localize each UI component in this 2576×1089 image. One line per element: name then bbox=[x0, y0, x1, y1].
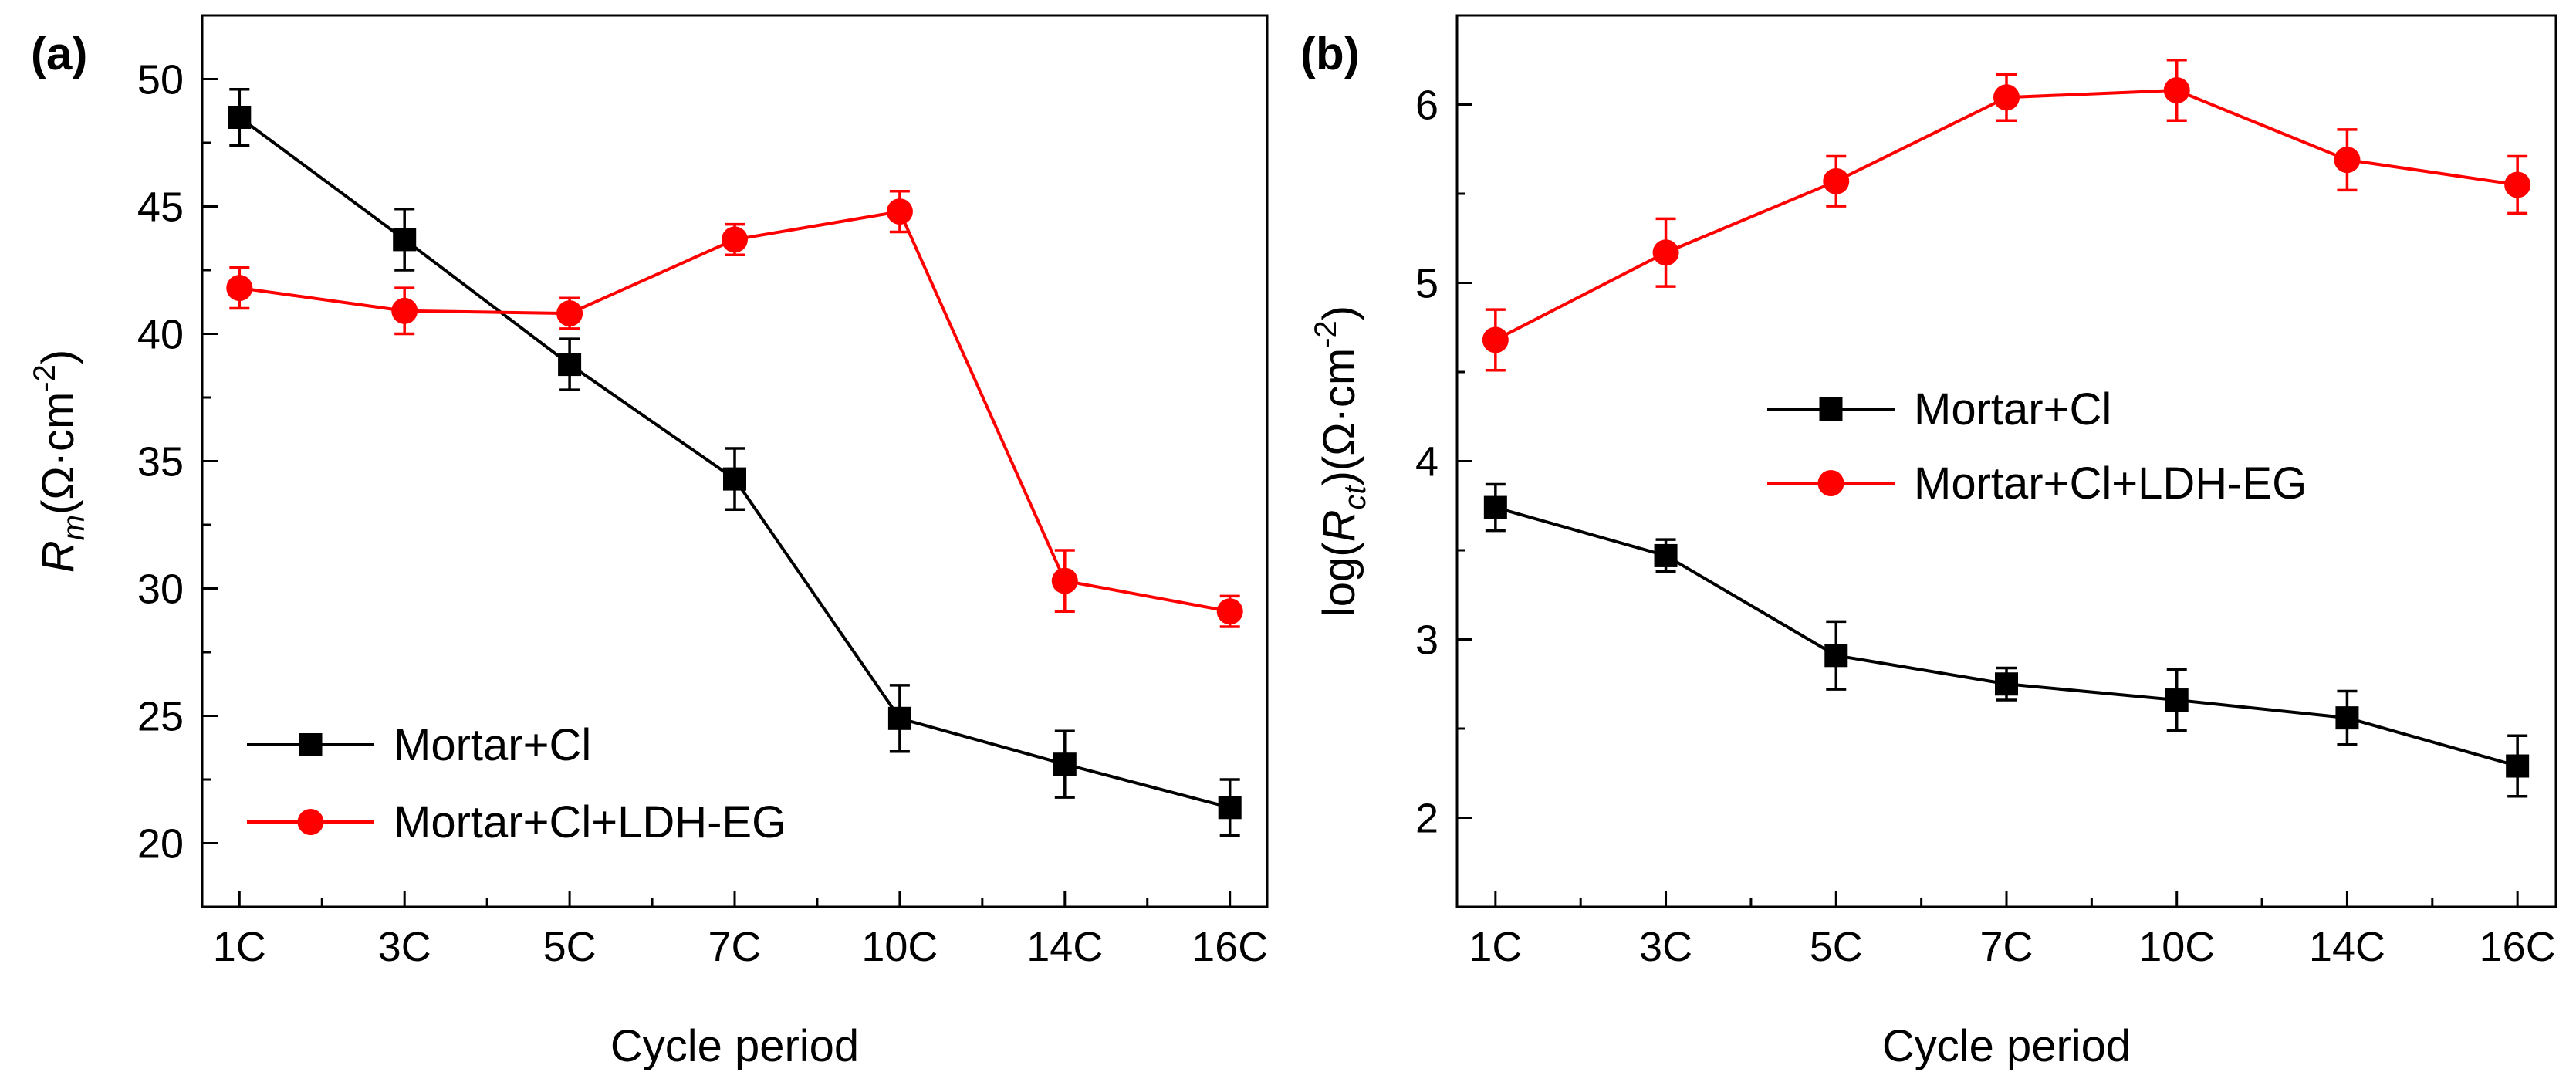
x-tick-label: 16C bbox=[2480, 924, 2556, 970]
series-mortar-cl-ldh-eg bbox=[226, 189, 1243, 628]
data-point bbox=[1051, 567, 1078, 594]
data-point bbox=[1218, 796, 1242, 820]
data-point bbox=[723, 467, 746, 491]
data-point bbox=[2165, 688, 2189, 712]
data-point bbox=[391, 297, 418, 324]
data-point bbox=[556, 300, 583, 327]
y-label-subscript: m bbox=[57, 515, 91, 540]
data-point bbox=[886, 198, 913, 225]
legend: Mortar+Cl Mortar+Cl+LDH-EG bbox=[247, 720, 786, 847]
y-tick-label: 2 bbox=[1415, 796, 1438, 842]
series-mortar-cl-ldh-eg bbox=[1482, 59, 2531, 372]
y-tick-label: 50 bbox=[137, 57, 184, 103]
y-label-unit-close: ) bbox=[33, 350, 83, 364]
x-tick-label: 14C bbox=[1026, 924, 1103, 970]
x-tick-label: 14C bbox=[2309, 924, 2385, 970]
legend-label: Mortar+Cl+LDH-EG bbox=[394, 797, 786, 847]
data-point bbox=[1993, 84, 2020, 111]
x-tick-label: 5C bbox=[543, 924, 597, 970]
y-tick-label: 35 bbox=[137, 439, 184, 485]
x-axis-label: Cycle period bbox=[1882, 1021, 2131, 1071]
data-point bbox=[1482, 326, 1509, 353]
data-point bbox=[1824, 644, 1848, 668]
y-tick-label: 20 bbox=[137, 821, 184, 867]
legend-label: Mortar+Cl+LDH-EG bbox=[1914, 458, 2307, 509]
x-tick-label: 10C bbox=[2138, 924, 2215, 970]
data-point bbox=[1053, 752, 1077, 776]
data-point bbox=[228, 106, 252, 129]
x-tick-label: 7C bbox=[708, 924, 761, 970]
y-label-unit-close: ) bbox=[1314, 306, 1364, 320]
y-label-unit: (Ω·cm bbox=[33, 392, 83, 515]
series-mortar-cl bbox=[228, 87, 1242, 837]
y-label-exponent: -2 bbox=[1309, 320, 1343, 348]
data-point bbox=[722, 226, 748, 253]
data-point bbox=[2163, 77, 2190, 104]
panel-label: (a) bbox=[31, 28, 87, 79]
panel-a: 1C 3C 5C 7C 10C 14C 16C 20 25 30 35 40 45 50 (a) Cycle … bbox=[28, 14, 1269, 1071]
data-point bbox=[558, 353, 582, 377]
x-tick-label: 7C bbox=[1979, 924, 2033, 970]
x-tick-label: 10C bbox=[861, 924, 938, 970]
y-tick-label: 6 bbox=[1415, 83, 1438, 129]
legend: Mortar+Cl Mortar+Cl+LDH-EG bbox=[1767, 384, 2307, 509]
y-label-symbol: R bbox=[1314, 510, 1364, 543]
data-point bbox=[1483, 495, 1507, 519]
x-tick-label: 5C bbox=[1810, 924, 1863, 970]
legend-marker bbox=[297, 809, 324, 835]
panel-label: (b) bbox=[1300, 28, 1360, 79]
data-point bbox=[226, 275, 253, 302]
y-axis-label: log(Rct)(Ω·cm-2) bbox=[1309, 306, 1372, 617]
y-label-subscript: ct bbox=[1338, 485, 1372, 510]
series-line bbox=[1495, 506, 2518, 768]
series-line bbox=[1494, 89, 2518, 342]
y-label-prefix: log( bbox=[1314, 542, 1364, 617]
panel-b: 1C 3C 5C 7C 10C 14C 16C 2 3 4 5 6 (b) Cycle period log… bbox=[1300, 14, 2557, 1071]
series-mortar-cl bbox=[1483, 482, 2530, 798]
x-tick-label: 16C bbox=[1192, 924, 1268, 970]
data-point bbox=[1823, 167, 1850, 194]
x-tick-label: 1C bbox=[1469, 924, 1522, 970]
legend-marker bbox=[1817, 470, 1844, 496]
x-tick-label: 1C bbox=[213, 924, 266, 970]
y-label-exponent: -2 bbox=[28, 364, 62, 392]
data-point bbox=[887, 706, 911, 730]
x-tick-label: 3C bbox=[378, 924, 431, 970]
y-label-unit: )(Ω·cm bbox=[1314, 348, 1364, 486]
series-line bbox=[239, 209, 1231, 614]
y-label-symbol: R bbox=[33, 540, 83, 573]
x-tick-label: 3C bbox=[1639, 924, 1692, 970]
data-point bbox=[1652, 239, 1679, 266]
data-point bbox=[2334, 147, 2361, 174]
legend-marker bbox=[1819, 397, 1843, 421]
y-tick-label: 5 bbox=[1415, 261, 1438, 307]
legend-marker bbox=[299, 733, 323, 756]
data-point bbox=[1216, 598, 1243, 625]
data-point bbox=[1995, 672, 2018, 696]
y-tick-label: 25 bbox=[137, 694, 184, 740]
data-point bbox=[393, 228, 417, 252]
x-axis-label: Cycle period bbox=[610, 1021, 859, 1071]
legend-label: Mortar+Cl bbox=[394, 720, 591, 770]
legend-label: Mortar+Cl bbox=[1914, 384, 2111, 435]
y-tick-label: 45 bbox=[137, 184, 184, 231]
data-point bbox=[2506, 754, 2530, 778]
data-point bbox=[1654, 543, 1678, 567]
data-point bbox=[2504, 171, 2531, 198]
y-tick-label: 3 bbox=[1415, 617, 1438, 664]
y-tick-label: 4 bbox=[1415, 439, 1438, 485]
y-tick-label: 40 bbox=[137, 312, 184, 358]
y-axis-label: Rm(Ω·cm-2) bbox=[28, 350, 91, 573]
y-tick-label: 30 bbox=[137, 566, 184, 613]
data-point bbox=[2335, 706, 2359, 730]
